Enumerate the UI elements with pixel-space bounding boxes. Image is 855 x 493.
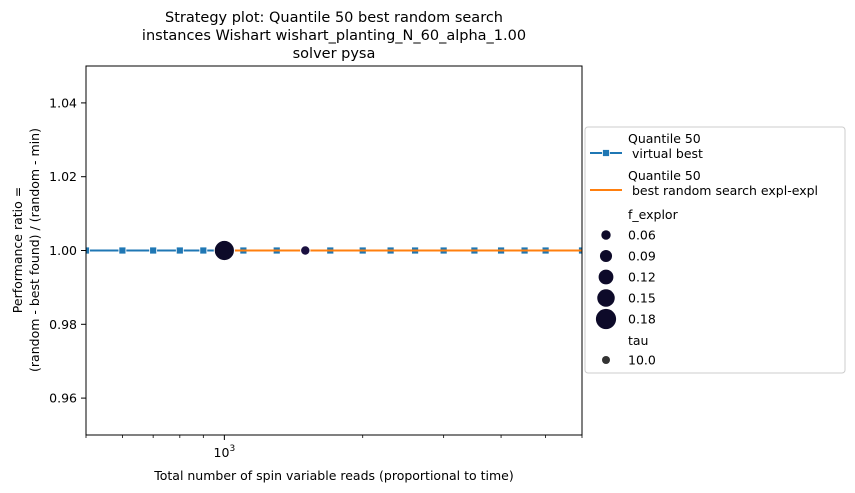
- legend-size-label: 0.06: [628, 228, 656, 243]
- legend-marker-swatch: [602, 149, 610, 157]
- data-layer: [86, 239, 582, 262]
- legend-size-swatch: [598, 269, 614, 285]
- chart-title-line: Strategy plot: Quantile 50 best random s…: [165, 10, 503, 26]
- x-axis-ticks: 103: [85, 435, 583, 460]
- legend-size-title: f_explor: [628, 207, 679, 222]
- legend-style-entry: 10.0: [602, 353, 656, 368]
- legend-label-line: Quantile 50: [628, 168, 701, 183]
- series-point: [149, 246, 158, 255]
- y-axis-label-line: Performance ratio =: [10, 187, 25, 313]
- y-axis-label-line: (random - best found) / (random - min): [27, 128, 42, 372]
- legend-style-title: tau: [628, 333, 648, 348]
- scatter-point: [213, 239, 235, 262]
- x-tick-label-base: 10: [214, 445, 230, 460]
- y-tick-label: 1.04: [49, 95, 77, 110]
- chart-title-line: instances Wishart wishart_planting_N_60_…: [142, 28, 526, 44]
- legend-size-label: 0.09: [628, 249, 656, 264]
- legend-size-label: 0.15: [628, 291, 656, 306]
- y-axis-ticks: 0.96 0.98 1.00 1.02 1.04: [49, 95, 86, 406]
- legend-style-swatch: [602, 356, 610, 364]
- series-point: [86, 246, 90, 255]
- legend-size-label: 0.18: [628, 312, 656, 327]
- legend-size-entry: 0.18: [595, 308, 656, 330]
- chart-title: Strategy plot: Quantile 50 best random s…: [142, 10, 526, 62]
- legend-size-swatch: [599, 249, 613, 263]
- legend-entry: Quantile 50 best random search expl-expl: [590, 168, 818, 198]
- y-tick-label: 1.00: [49, 243, 77, 258]
- x-tick-label: 103: [214, 444, 236, 460]
- legend-size-swatch: [595, 308, 617, 330]
- legend-size-swatch: [601, 230, 611, 240]
- series-point: [118, 246, 127, 255]
- legend-size-swatch: [597, 289, 615, 307]
- legend-size-entry: 0.12: [598, 269, 656, 285]
- y-tick-label: 0.98: [49, 317, 77, 332]
- legend-size-entry: 0.09: [599, 249, 656, 264]
- legend-size-entry: 0.15: [597, 289, 656, 307]
- y-tick-label: 0.96: [49, 391, 77, 406]
- y-axis-label: Performance ratio = (random - best found)…: [10, 128, 42, 372]
- series-point: [175, 246, 184, 255]
- legend-label-line: virtual best: [628, 146, 703, 161]
- legend-size-entry: 0.06: [601, 228, 656, 243]
- legend-style-label: 10.0: [628, 353, 656, 368]
- y-tick-label: 1.02: [49, 169, 77, 184]
- x-axis-label: Total number of spin variable reads (pro…: [153, 468, 514, 483]
- scatter-point: [300, 245, 311, 256]
- series-point: [199, 246, 208, 255]
- legend-entry: Quantile 50 virtual best: [590, 131, 703, 161]
- legend-box: [584, 126, 846, 374]
- legend-size-label: 0.12: [628, 270, 656, 285]
- x-tick-label-exponent: 3: [229, 444, 235, 454]
- legend-label-line: Quantile 50: [628, 131, 701, 146]
- chart-title-line: solver pysa: [293, 46, 376, 62]
- legend-label-line: best random search expl-expl: [628, 183, 818, 198]
